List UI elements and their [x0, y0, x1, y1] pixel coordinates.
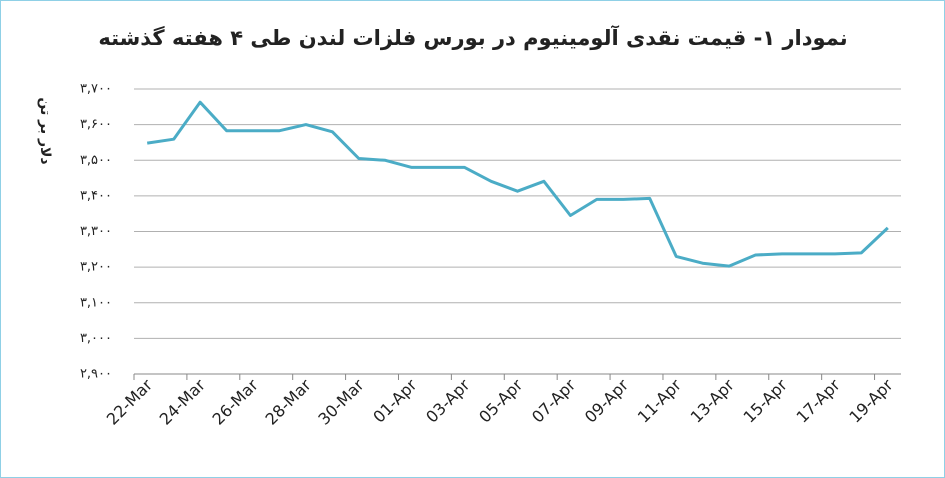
y-tick-label: ۳,۱۰۰: [80, 295, 112, 310]
y-tick-label: ۳,۶۰۰: [80, 117, 112, 132]
x-tick-label: 30-Mar: [314, 375, 368, 429]
y-tick-label: ۲,۹۰۰: [80, 367, 112, 382]
data-line: [146, 100, 889, 268]
x-tick-label: 24-Mar: [156, 375, 210, 429]
y-tick-label: ۳,۴۰۰: [80, 188, 112, 203]
x-tick-label: 15-Apr: [740, 375, 792, 427]
x-tick-label: 03-Apr: [422, 375, 474, 427]
y-tick-label: ۳,۵۰۰: [80, 153, 112, 168]
x-tick-label: 26-Mar: [209, 375, 263, 429]
y-tick-label: ۳,۷۰۰: [80, 82, 112, 97]
x-tick-label: 05-Apr: [475, 375, 527, 427]
x-tick-label: 09-Apr: [581, 375, 633, 427]
x-tick-label: 17-Apr: [792, 375, 844, 427]
y-axis-label: دلار بر تن: [37, 97, 53, 164]
x-tick-label: 19-Apr: [845, 375, 897, 427]
x-tick-label: 01-Apr: [369, 375, 421, 427]
x-tick-label: 11-Apr: [634, 375, 686, 427]
x-tick-label: 07-Apr: [528, 375, 580, 427]
x-tick-label: 22-Mar: [103, 375, 157, 429]
x-tick-label: 28-Mar: [261, 375, 315, 429]
y-tick-label: ۳,۲۰۰: [80, 260, 112, 275]
y-tick-label: ۳,۳۰۰: [80, 224, 112, 239]
y-tick-label: ۳,۰۰۰: [80, 331, 112, 346]
chart-title: نمودار ۱- قیمت نقدی آلومینیوم در بورس فل…: [98, 25, 847, 50]
x-tick-label: 13-Apr: [687, 375, 739, 427]
